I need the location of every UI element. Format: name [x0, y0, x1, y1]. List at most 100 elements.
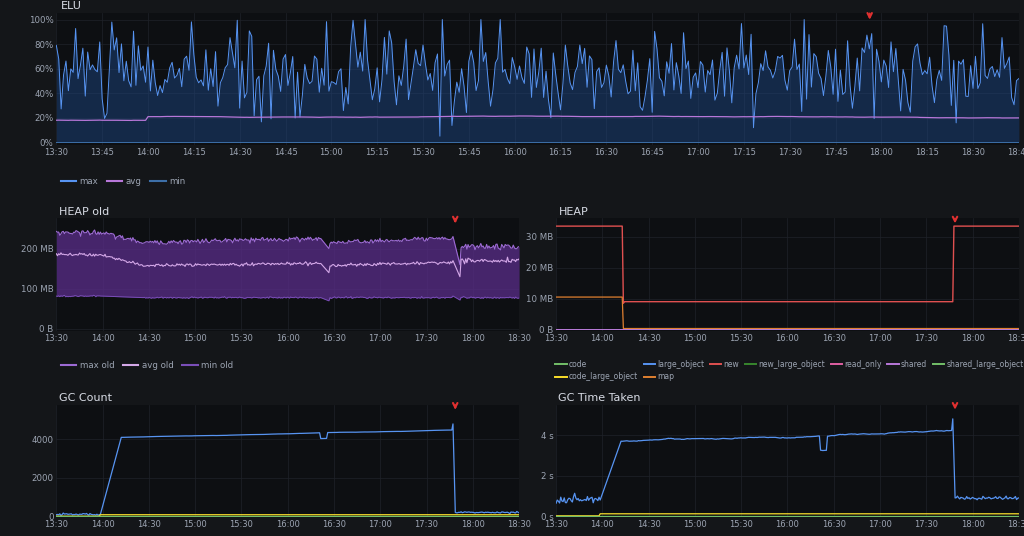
max old	[454, 262, 466, 268]
min old	[323, 297, 335, 304]
minor	[342, 429, 354, 435]
avg	[125, 117, 137, 124]
Line: avg old: avg old	[56, 253, 519, 277]
shared	[733, 325, 745, 332]
major	[234, 511, 247, 518]
incremental	[384, 513, 396, 519]
min	[1013, 138, 1024, 145]
shared	[550, 325, 562, 332]
incremental -	[550, 513, 562, 519]
max	[50, 42, 62, 49]
Legend: max, avg, min: max, avg, min	[60, 177, 185, 185]
minor -	[605, 464, 617, 471]
min old	[106, 293, 119, 300]
Line: avg: avg	[56, 116, 1019, 121]
map	[843, 325, 855, 332]
incremental -	[884, 513, 896, 519]
max	[367, 96, 379, 103]
map	[617, 325, 630, 332]
minor	[106, 464, 119, 471]
map	[701, 325, 714, 332]
major -	[550, 512, 562, 519]
incremental	[341, 513, 353, 519]
max	[660, 58, 673, 65]
code	[841, 326, 853, 332]
minor	[50, 511, 62, 518]
major -	[594, 511, 606, 517]
max	[434, 133, 446, 139]
minor	[388, 428, 400, 435]
new	[617, 300, 630, 307]
minor	[234, 431, 247, 438]
min	[431, 138, 443, 145]
minor -	[700, 435, 713, 442]
map	[734, 325, 746, 332]
code	[605, 326, 617, 332]
avg old	[202, 261, 214, 267]
major -	[607, 511, 620, 517]
avg old	[513, 256, 525, 262]
code	[700, 326, 713, 332]
max	[359, 16, 372, 23]
avg old	[342, 261, 354, 267]
map	[888, 325, 900, 332]
major	[106, 511, 119, 518]
new	[605, 223, 617, 229]
new	[734, 299, 746, 305]
Line: max old: max old	[56, 230, 519, 265]
min old	[513, 295, 525, 301]
Line: map: map	[556, 297, 1019, 329]
major	[202, 511, 214, 518]
Line: minor -: minor -	[556, 419, 1019, 503]
map	[885, 325, 897, 332]
Line: new: new	[556, 226, 1019, 303]
incremental -	[733, 513, 745, 519]
max	[750, 91, 762, 97]
shared	[605, 325, 617, 332]
major	[513, 511, 525, 518]
incremental	[105, 513, 118, 519]
max old	[234, 236, 247, 242]
avg old	[388, 259, 400, 266]
Text: ELU: ELU	[61, 2, 82, 11]
max old	[388, 237, 400, 244]
code	[733, 326, 745, 332]
Text: HEAP: HEAP	[558, 207, 588, 217]
new	[550, 223, 562, 229]
incremental -	[887, 513, 899, 519]
major -	[885, 511, 897, 517]
new	[1013, 223, 1024, 229]
shared	[700, 325, 713, 332]
minor -	[884, 430, 896, 436]
min old	[344, 294, 356, 301]
incremental -	[700, 513, 713, 519]
incremental	[513, 513, 525, 519]
minor -	[550, 500, 562, 507]
avg old	[234, 262, 247, 268]
max	[166, 59, 178, 65]
minor	[385, 428, 397, 435]
minor -	[733, 435, 745, 441]
max	[755, 61, 767, 67]
minor	[55, 512, 68, 519]
major -	[888, 511, 900, 517]
shared	[1013, 325, 1024, 332]
max old	[50, 228, 62, 235]
min	[166, 138, 178, 145]
min	[655, 138, 668, 145]
Legend: max old, avg old, min old: max old, avg old, min old	[60, 361, 233, 370]
minor	[202, 433, 214, 439]
incremental	[50, 513, 62, 519]
avg	[168, 113, 180, 120]
code	[1013, 326, 1024, 332]
max old	[106, 230, 119, 237]
max old	[88, 227, 100, 233]
major	[385, 511, 397, 518]
max old	[202, 239, 214, 245]
shared	[884, 325, 896, 332]
incremental -	[1013, 513, 1024, 519]
minor -	[887, 429, 899, 436]
avg	[50, 117, 62, 123]
shared	[841, 325, 853, 332]
Text: GC Count: GC Count	[58, 393, 112, 403]
